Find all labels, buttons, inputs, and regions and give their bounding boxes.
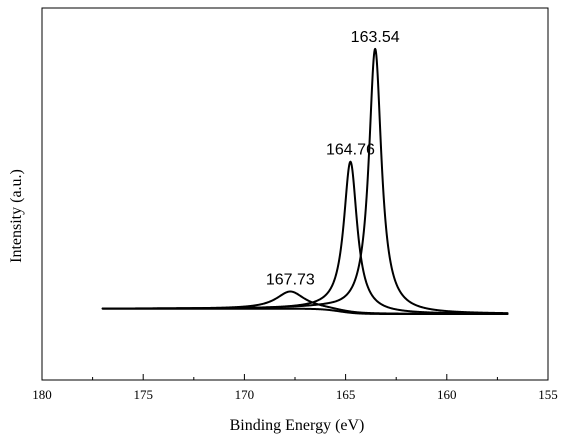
peak-curve-164-76 — [101, 160, 509, 315]
x-tick-label: 170 — [235, 387, 255, 402]
x-axis-ticks: 180 175 170 165 160 155 — [32, 374, 558, 402]
x-tick-label: 160 — [437, 387, 457, 402]
x-tick-label: 180 — [32, 387, 52, 402]
peak-labels: 163.54 164.76 167.73 — [266, 29, 400, 289]
x-tick-label: 175 — [133, 387, 153, 402]
peak-curve-167-73 — [101, 290, 509, 315]
peak-label: 164.76 — [326, 142, 375, 159]
x-tick-label: 155 — [538, 387, 558, 402]
peak-label: 163.54 — [351, 29, 400, 46]
plot-frame — [41, 7, 549, 381]
x-axis-title: Binding Energy (eV) — [230, 417, 365, 434]
spectrum-curves — [101, 47, 509, 315]
peak-label: 167.73 — [266, 272, 315, 289]
x-tick-label: 165 — [336, 387, 356, 402]
y-axis-title: Intensity (a.u.) — [8, 169, 25, 263]
